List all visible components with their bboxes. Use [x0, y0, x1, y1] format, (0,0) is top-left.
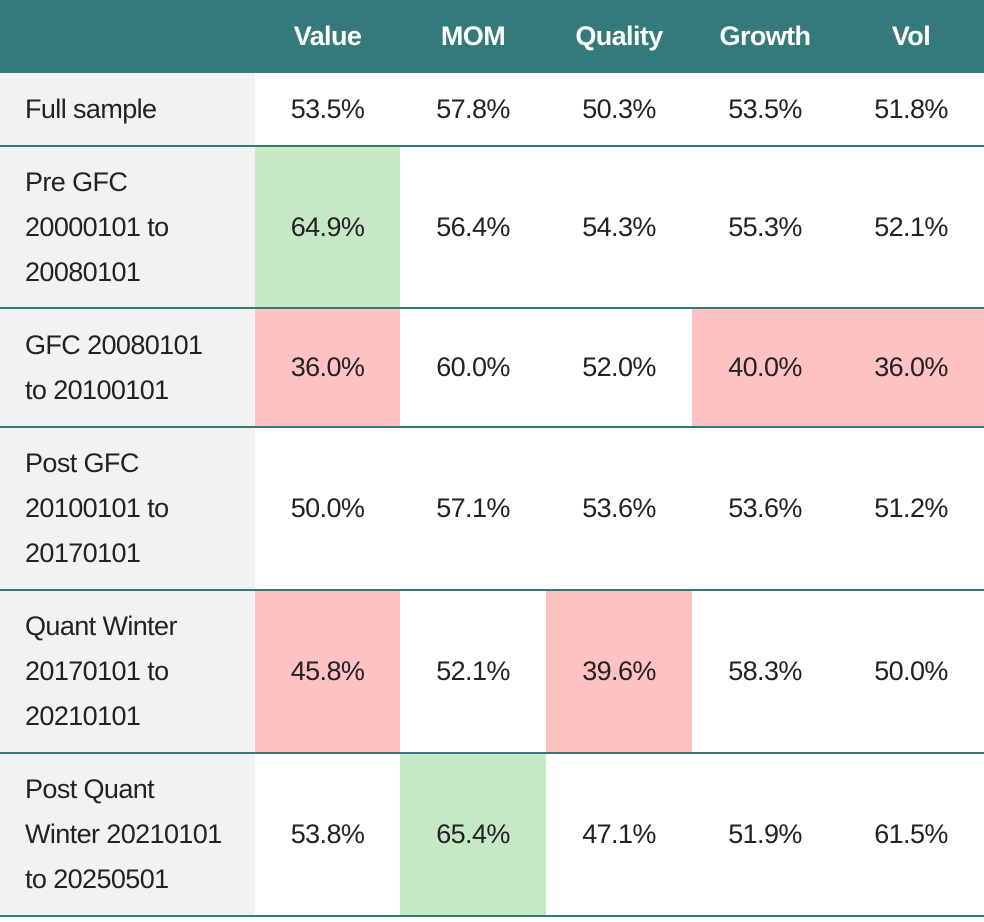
value-cell: 53.6%	[692, 428, 838, 591]
value-cell: 53.5%	[255, 73, 400, 147]
value-cell: 60.0%	[400, 309, 546, 428]
value-cell: 40.0%	[692, 309, 838, 428]
row-label: Pre GFC 20000101 to 20080101	[0, 147, 255, 309]
value-cell: 58.3%	[692, 591, 838, 754]
value-cell: 61.5%	[838, 754, 984, 917]
row-label: Quant Winter 20170101 to 20210101	[0, 591, 255, 754]
value-cell: 50.0%	[838, 591, 984, 754]
value-cell: 55.3%	[692, 147, 838, 309]
value-cell: 36.0%	[838, 309, 984, 428]
row-label: GFC 20080101 to 20100101	[0, 309, 255, 428]
value-cell: 56.4%	[400, 147, 546, 309]
value-cell: 47.1%	[546, 754, 692, 917]
row-label: Post GFC 20100101 to 20170101	[0, 428, 255, 591]
value-cell: 64.9%	[255, 147, 400, 309]
value-cell: 53.6%	[546, 428, 692, 591]
column-header: Quality	[546, 0, 692, 73]
row-label: Post Quant Winter 20210101 to 20250501	[0, 754, 255, 917]
value-cell: 51.8%	[838, 73, 984, 147]
value-cell: 51.2%	[838, 428, 984, 591]
value-cell: 36.0%	[255, 309, 400, 428]
value-cell: 51.9%	[692, 754, 838, 917]
row-label: Full sample	[0, 73, 255, 147]
value-cell: 57.8%	[400, 73, 546, 147]
value-cell: 50.3%	[546, 73, 692, 147]
value-cell: 39.6%	[546, 591, 692, 754]
value-cell: 52.0%	[546, 309, 692, 428]
value-cell: 65.4%	[400, 754, 546, 917]
column-header: Vol	[838, 0, 984, 73]
value-cell: 50.0%	[255, 428, 400, 591]
column-header: Value	[255, 0, 400, 73]
column-header: Growth	[692, 0, 838, 73]
value-cell: 52.1%	[838, 147, 984, 309]
value-cell: 53.5%	[692, 73, 838, 147]
value-cell: 54.3%	[546, 147, 692, 309]
value-cell: 53.8%	[255, 754, 400, 917]
value-cell: 45.8%	[255, 591, 400, 754]
column-header: MOM	[400, 0, 546, 73]
value-cell: 52.1%	[400, 591, 546, 754]
value-cell: 57.1%	[400, 428, 546, 591]
header-corner	[0, 0, 255, 73]
